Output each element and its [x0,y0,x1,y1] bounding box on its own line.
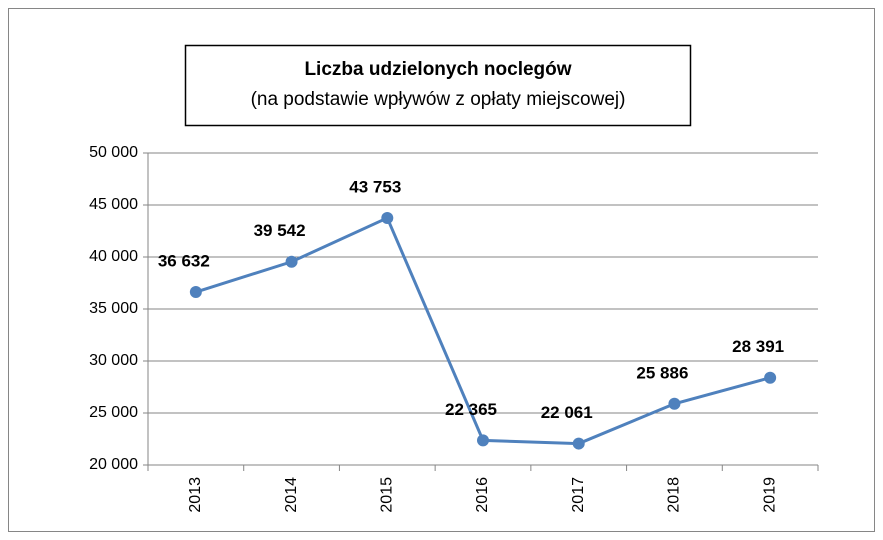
data-point [381,211,394,224]
x-tick-label: 2016 [474,477,491,513]
data-label: 28 391 [732,337,784,356]
data-label: 43 753 [349,177,401,196]
data-point [285,255,298,268]
data-label: 22 365 [445,400,497,419]
y-tick-label: 30 000 [89,352,138,369]
y-tick-label: 35 000 [89,300,138,317]
y-tick-label: 50 000 [89,144,138,161]
data-point [477,434,489,447]
y-tick-label: 45 000 [89,196,138,213]
data-label: 36 632 [158,252,210,271]
data-point [764,371,777,384]
x-tick-label: 2017 [570,477,587,513]
data-label: 22 061 [541,403,593,422]
data-label: 39 542 [254,221,306,240]
data-point [668,397,681,410]
x-tick-label: 2014 [283,477,300,513]
data-point [189,286,202,299]
y-tick-label: 40 000 [89,248,138,265]
chart-title: Liczba udzielonych noclegów [304,59,571,80]
y-tick-label: 20 000 [89,456,138,473]
chart-subtitle: (na podstawie wpływów z opłaty miejscowe… [251,89,626,110]
title-box [184,44,692,127]
x-tick-label: 2015 [379,477,396,513]
x-tick-label: 2019 [761,477,778,513]
y-tick-label: 25 000 [89,404,138,421]
x-tick-label: 2018 [666,477,683,513]
data-point [572,437,585,450]
x-tick-label: 2013 [187,477,204,513]
data-label: 25 886 [636,363,688,382]
